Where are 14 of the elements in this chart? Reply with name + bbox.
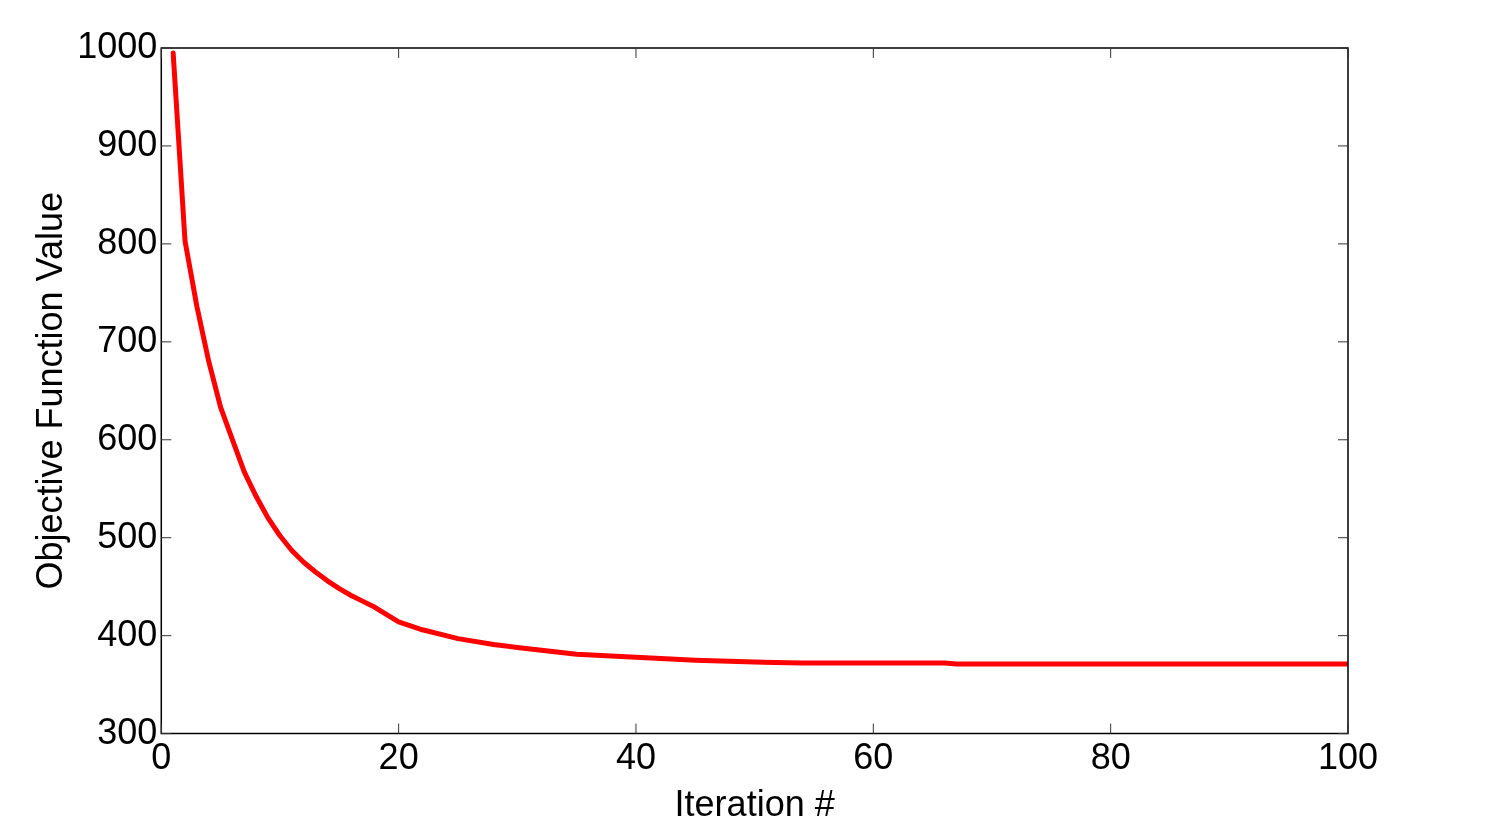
y-tick-label: 900 [97,122,158,164]
y-tick-label: 600 [97,416,158,458]
y-tick-label: 400 [97,612,158,654]
x-tick-label: 60 [853,736,894,778]
x-tick-label: 80 [1090,736,1131,778]
x-tick-label: 20 [378,736,419,778]
y-tick-label: 1000 [77,24,158,66]
y-axis-title: Objective Function Value [28,192,70,590]
x-axis-title: Iteration # [674,783,835,825]
y-tick-label: 800 [97,220,158,262]
y-tick-label: 700 [97,318,158,360]
x-tick-label: 40 [615,736,656,778]
x-tick-label: 100 [1317,736,1379,778]
y-tick-label: 500 [97,514,158,556]
